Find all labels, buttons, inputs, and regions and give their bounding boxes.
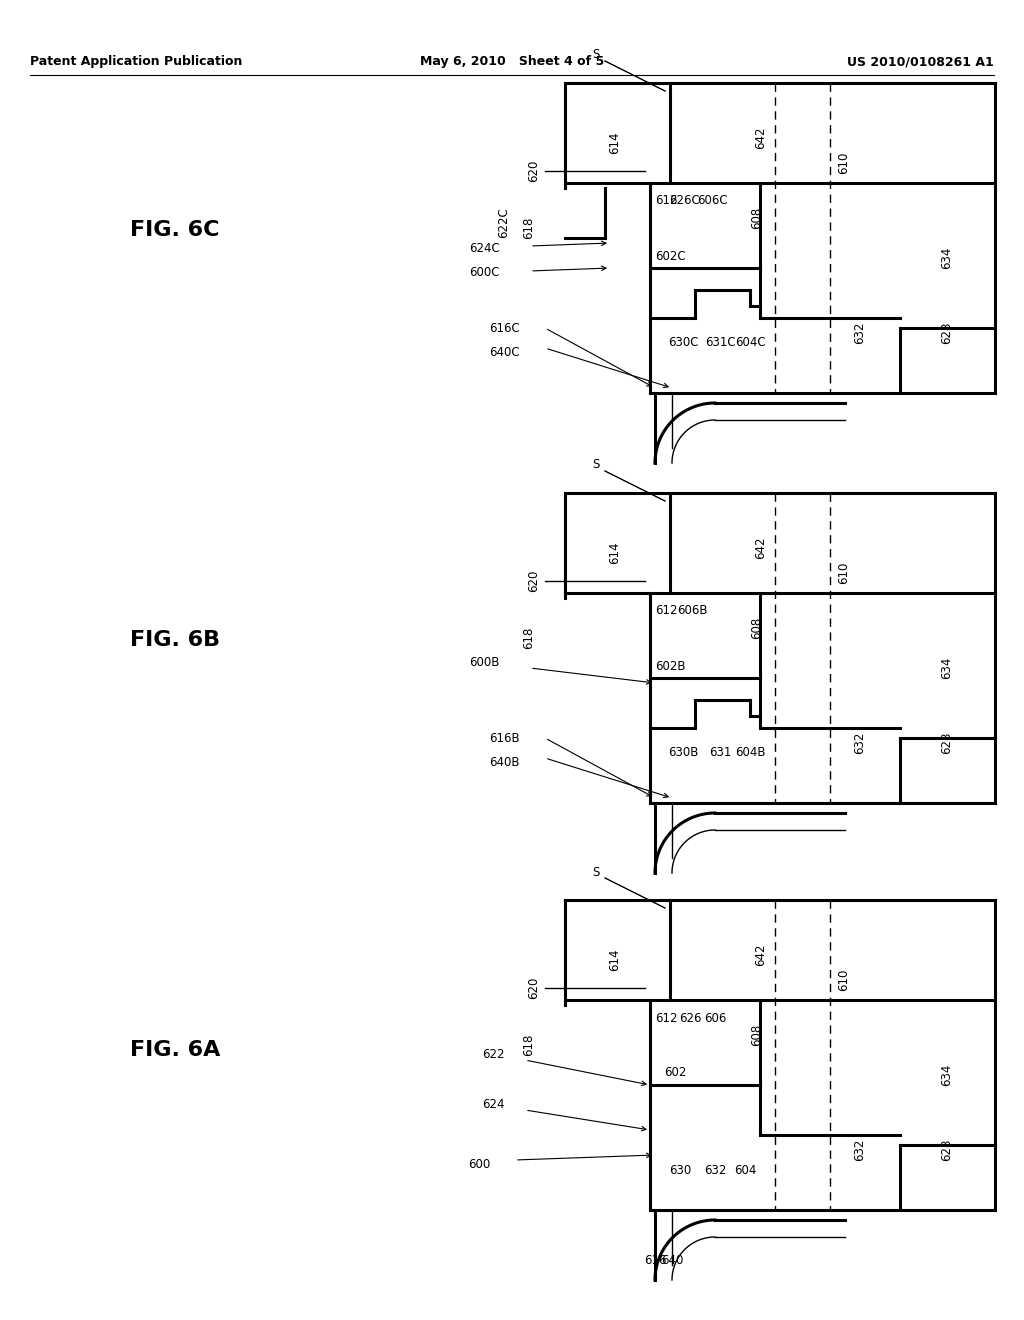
Text: 612: 612 [654,1011,677,1024]
Text: 608: 608 [751,207,764,230]
Text: 642: 642 [755,127,768,149]
Text: 624: 624 [482,1098,505,1111]
Text: 606B: 606B [677,605,708,618]
Text: 631C: 631C [705,337,735,350]
Text: 614: 614 [608,541,622,564]
Text: 604: 604 [734,1163,756,1176]
Text: FIG. 6B: FIG. 6B [130,630,220,649]
Text: 616: 616 [644,1254,667,1266]
Text: 602C: 602C [654,249,685,263]
Text: 606C: 606C [696,194,727,207]
Text: 634: 634 [940,657,953,680]
Text: 600: 600 [468,1159,490,1172]
Text: 630B: 630B [668,747,698,759]
Text: 626C: 626C [670,194,700,207]
Text: 614: 614 [608,949,622,972]
Text: 642: 642 [755,537,768,560]
Text: 614: 614 [608,132,622,154]
Text: 612: 612 [654,194,677,207]
Text: Patent Application Publication: Patent Application Publication [30,55,243,69]
Text: 628: 628 [940,1139,953,1162]
Text: 610: 610 [838,152,851,174]
Text: 632: 632 [853,322,866,345]
Text: 640C: 640C [489,346,520,359]
Text: 624C: 624C [469,242,500,255]
Text: 608: 608 [751,616,764,639]
Text: 640: 640 [660,1254,683,1266]
Text: US 2010/0108261 A1: US 2010/0108261 A1 [847,55,994,69]
Text: 608: 608 [751,1024,764,1047]
Text: 612: 612 [654,605,677,618]
Text: 634: 634 [940,247,953,269]
Text: 620: 620 [527,977,540,999]
Text: 604B: 604B [735,747,765,759]
Text: FIG. 6A: FIG. 6A [130,1040,220,1060]
Text: FIG. 6C: FIG. 6C [130,220,220,240]
Text: S: S [593,458,600,471]
Text: 618: 618 [522,216,535,239]
Text: 628: 628 [940,322,953,345]
Text: 622C: 622C [497,207,510,239]
Text: 606: 606 [703,1011,726,1024]
Text: 628: 628 [940,731,953,754]
Text: 626: 626 [679,1011,701,1024]
Text: 620: 620 [527,160,540,182]
Text: 632: 632 [853,1139,866,1162]
Text: 618: 618 [522,1034,535,1056]
Text: 631: 631 [709,747,731,759]
Text: S: S [593,866,600,879]
Text: 602: 602 [664,1067,686,1080]
Text: 632: 632 [703,1163,726,1176]
Text: 602B: 602B [654,660,685,672]
Text: 642: 642 [755,944,768,966]
Text: 600C: 600C [469,267,500,280]
Text: 610: 610 [838,969,851,991]
Text: 600B: 600B [470,656,500,669]
Text: 620: 620 [527,570,540,593]
Text: 640B: 640B [489,756,520,770]
Text: 622: 622 [482,1048,505,1061]
Text: 616C: 616C [489,322,520,334]
Text: 630: 630 [669,1163,691,1176]
Text: 616B: 616B [489,731,520,744]
Text: 632: 632 [853,731,866,754]
Text: 610: 610 [838,562,851,585]
Text: 618: 618 [522,627,535,649]
Text: 604C: 604C [734,337,765,350]
Text: 630C: 630C [668,337,698,350]
Text: May 6, 2010   Sheet 4 of 5: May 6, 2010 Sheet 4 of 5 [420,55,604,69]
Text: 634: 634 [940,1064,953,1086]
Text: S: S [593,49,600,62]
